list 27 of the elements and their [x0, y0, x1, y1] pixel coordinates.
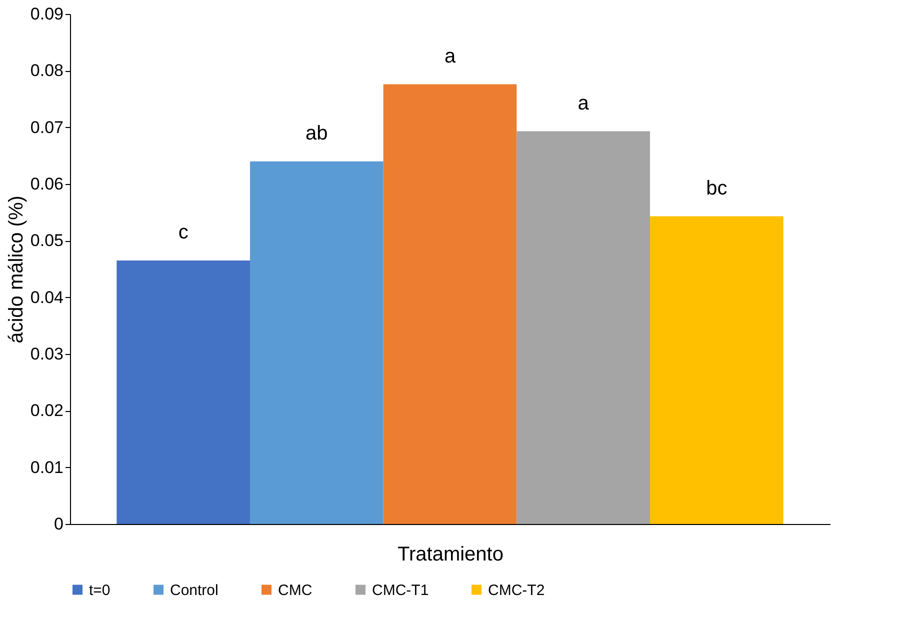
y-tick-label: 0.02 — [30, 401, 64, 420]
y-tick-label: 0.06 — [30, 174, 64, 194]
bar — [116, 260, 250, 524]
bar — [650, 216, 784, 524]
x-axis-title: Tratamiento — [398, 544, 504, 566]
legend-label: CMC-T1 — [372, 582, 429, 599]
legend-label: CMC-T2 — [488, 582, 545, 599]
annotation: ab — [306, 122, 328, 144]
bar — [250, 161, 384, 524]
annotation: c — [178, 222, 188, 244]
y-tick-label: 0.05 — [30, 231, 64, 250]
annotation: bc — [706, 177, 728, 200]
legend-label: CMC — [278, 582, 312, 599]
annotation: a — [444, 45, 456, 68]
y-tick-label: 0.09 — [30, 4, 64, 24]
bar — [383, 84, 517, 524]
y-tick-label: 0.01 — [30, 458, 64, 477]
y-axis-title: ácido málico (%) — [5, 196, 28, 344]
y-tick-label: 0.07 — [30, 118, 64, 137]
bar — [516, 131, 650, 524]
y-tick-label: 0.03 — [30, 344, 64, 364]
y-tick-label: 0 — [54, 514, 64, 534]
annotation: a — [578, 92, 590, 114]
y-tick-label: 0.04 — [30, 288, 64, 307]
y-tick-label: 0.08 — [30, 61, 64, 80]
legend-label: Control — [170, 582, 218, 599]
legend-label: t=0 — [89, 582, 110, 599]
